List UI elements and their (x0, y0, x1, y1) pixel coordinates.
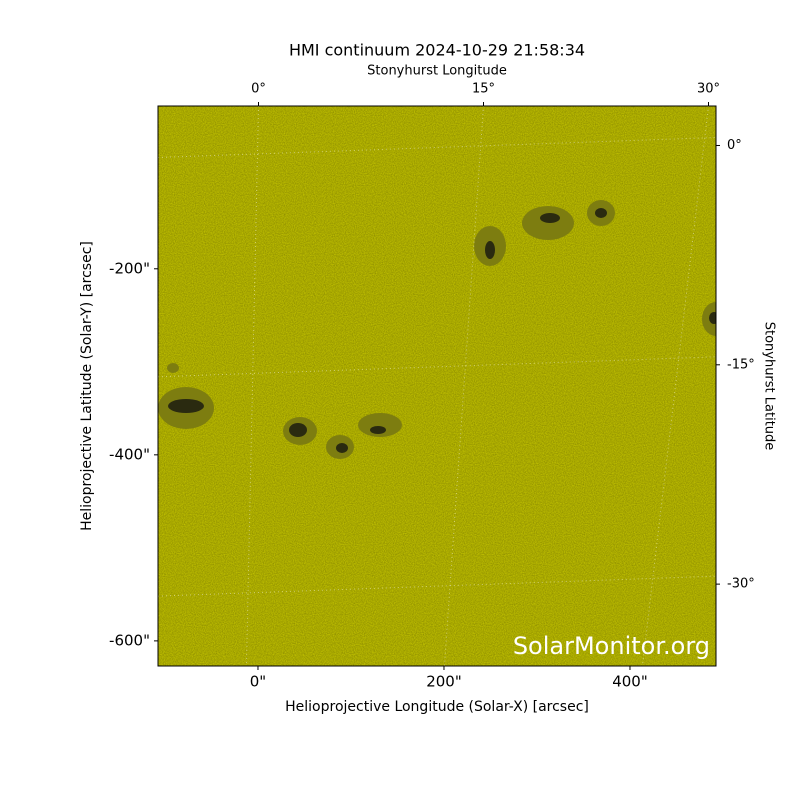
x2-tick-label: 15° (472, 82, 495, 97)
y2-tick-label: -30° (727, 577, 755, 592)
x2-tick-label: 0° (251, 82, 266, 97)
x2-tick-label: 30° (697, 82, 720, 97)
plot-frame (157, 105, 717, 667)
x-tick-label: 200" (426, 673, 462, 691)
y2-tick-label: -15° (727, 357, 755, 372)
x-axis-label: Helioprojective Longitude (Solar-X) [arc… (285, 699, 589, 715)
x2-axis-label: Stonyhurst Longitude (367, 64, 507, 79)
y-tick-label: -200" (109, 259, 150, 277)
chart-title: HMI continuum 2024-10-29 21:58:34 (289, 41, 585, 60)
y-axis-label: Helioprojective Latitude (Solar-Y) [arcs… (79, 241, 95, 531)
granulation-texture (158, 106, 716, 666)
y2-axis-label: Stonyhurst Latitude (762, 322, 777, 451)
y-tick-label: -600" (109, 631, 150, 649)
grid-line (245, 106, 259, 666)
sunspots (158, 200, 716, 459)
y2-tick-label: 0° (727, 138, 742, 153)
y-tick-label: -400" (109, 445, 150, 463)
watermark: SolarMonitor.org (513, 632, 710, 660)
x-tick-label: 400" (612, 673, 648, 691)
x-tick-label: 0" (250, 673, 266, 691)
grid-line (443, 106, 484, 666)
